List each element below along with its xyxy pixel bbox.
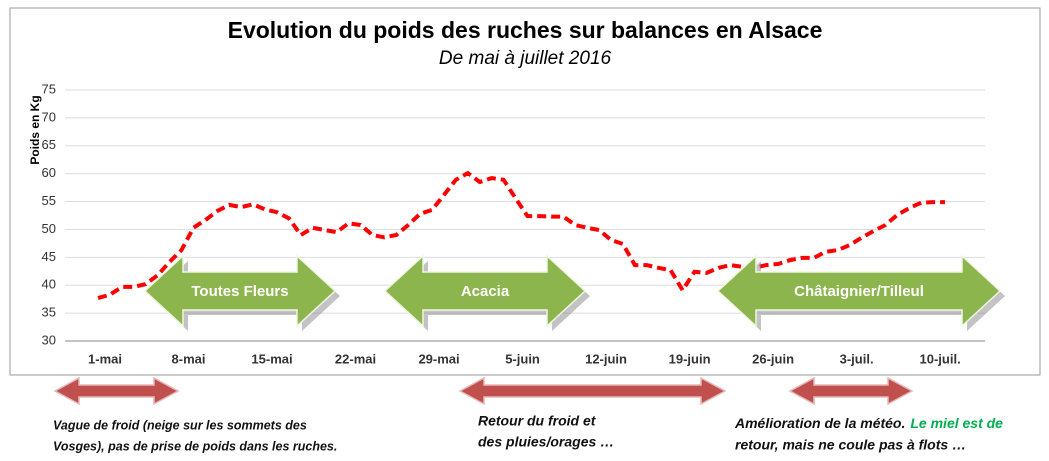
y-tick-label: 60 (42, 165, 56, 180)
note-part: Le miel est de (910, 415, 1003, 431)
y-tick-label: 40 (42, 277, 56, 292)
x-tick-label: 26-juin (752, 351, 794, 366)
y-tick-label: 35 (42, 305, 56, 320)
note-part: Amélioration de la météo. (734, 415, 905, 431)
note: Vosges), pas de prise de poids dans les … (53, 439, 337, 453)
x-tick-label: 5-juin (505, 351, 540, 366)
y-tick-label: 70 (42, 109, 56, 124)
chart-subtitle: De mai à juillet 2016 (439, 48, 612, 69)
arrow (383, 254, 587, 328)
x-tick-label: 29-mai (418, 351, 459, 366)
x-tick-label: 8-mai (172, 351, 206, 366)
x-tick-label: 10-juil. (920, 351, 961, 366)
note: Vague de froid (neige sur les sommets de… (53, 418, 307, 432)
x-tick-label: 3-juil. (840, 351, 874, 366)
note: Amélioration de la météo. Le miel est de (734, 415, 1003, 431)
x-tick-label: 19-juin (669, 351, 711, 366)
y-tick-label: 55 (42, 193, 56, 208)
arrow (716, 254, 1002, 328)
chart-title: Evolution du poids des ruches sur balanc… (228, 17, 823, 43)
y-tick-label: 50 (42, 221, 56, 236)
y-tick-label: 75 (42, 81, 56, 96)
note: Retour du froid et (478, 413, 597, 429)
y-tick-label: 45 (42, 249, 56, 264)
note: retour, mais ne coule pas à flots … (735, 437, 966, 453)
period-label: Acacia (461, 283, 510, 300)
data-line (97, 170, 945, 301)
period-label: Châtaignier/Tilleul (794, 283, 924, 300)
x-tick-label: 1-mai (88, 351, 122, 366)
x-tick-label: 15-mai (251, 351, 292, 366)
arrow (53, 376, 180, 406)
period-label: Toutes Fleurs (191, 283, 288, 300)
x-tick-label: 12-juin (585, 351, 627, 366)
y-tick-label: 65 (42, 137, 56, 152)
y-axis-label: Poids en Kg (28, 95, 42, 164)
arrow (458, 376, 727, 406)
arrow (788, 376, 914, 406)
arrow (143, 254, 337, 328)
x-tick-label: 22-mai (335, 351, 376, 366)
y-tick-label: 30 (42, 332, 56, 347)
note: des pluies/orages … (478, 434, 614, 450)
